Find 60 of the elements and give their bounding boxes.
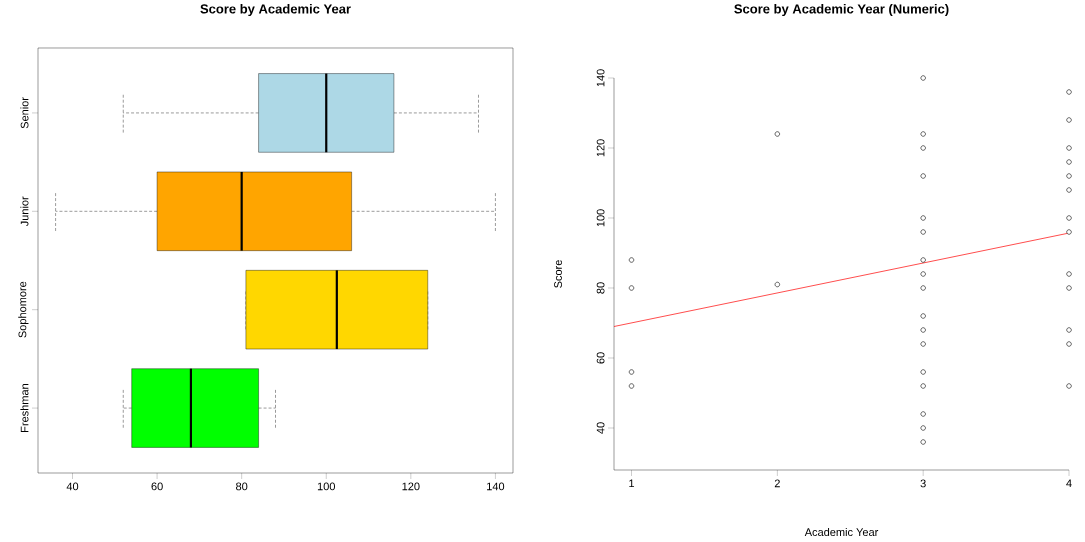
point (1066, 229, 1072, 235)
point (1066, 187, 1072, 193)
point (920, 145, 926, 151)
y-tick-label: Sophomore (18, 281, 29, 338)
point (920, 271, 926, 277)
x-axis-title: Academic Year (804, 527, 879, 537)
y-tick-label: 120 (596, 139, 605, 157)
point (920, 383, 926, 389)
y-tick-label: 40 (596, 422, 605, 434)
x-tick-label: 2 (774, 479, 780, 488)
x-tick-label: 40 (66, 482, 79, 491)
point (1066, 117, 1072, 123)
x-tick-label: 1 (629, 479, 635, 488)
y-tick-label: 60 (596, 352, 605, 364)
y-tick-label: 140 (596, 69, 605, 87)
point (920, 75, 926, 81)
point (1066, 271, 1072, 277)
point (628, 257, 635, 263)
point (920, 313, 926, 319)
point (920, 369, 926, 375)
x-tick-label: 3 (920, 479, 926, 488)
point (1066, 145, 1072, 151)
y-tick-label: Senior (20, 97, 29, 129)
point (1066, 327, 1072, 333)
y-axis-title: Score (554, 260, 562, 288)
x-tick-label: 4 (1066, 479, 1072, 488)
point (920, 229, 926, 235)
point (1066, 215, 1072, 221)
point (920, 439, 926, 445)
point (920, 131, 926, 137)
point (1066, 285, 1072, 291)
y-tick-label: 100 (596, 209, 605, 227)
x-tick-label: 140 (487, 482, 505, 491)
point (774, 131, 780, 137)
point (920, 341, 926, 347)
point (920, 257, 926, 263)
point (1066, 159, 1072, 165)
point (628, 383, 635, 389)
x-tick-label: 80 (236, 482, 248, 491)
x-tick-label: 120 (402, 482, 420, 491)
point (920, 327, 926, 333)
point (920, 411, 926, 417)
chart-title: Score by Academic Year (200, 3, 351, 17)
chart-title: Score by Academic Year (Numeric) (734, 3, 949, 17)
y-tick-label: Junior (20, 196, 29, 227)
y-tick-label: 80 (596, 282, 605, 294)
point (920, 173, 926, 179)
point (920, 285, 926, 291)
x-tick-label: 100 (317, 482, 335, 491)
x-tick-label: 60 (151, 482, 163, 491)
point (1066, 341, 1072, 347)
point (628, 285, 635, 291)
point (1066, 89, 1072, 95)
point (920, 425, 926, 431)
point (628, 369, 635, 375)
point (920, 215, 926, 221)
point (774, 281, 780, 288)
point (1066, 173, 1072, 179)
point (1066, 383, 1072, 389)
y-tick-label: Freshman (20, 384, 29, 432)
